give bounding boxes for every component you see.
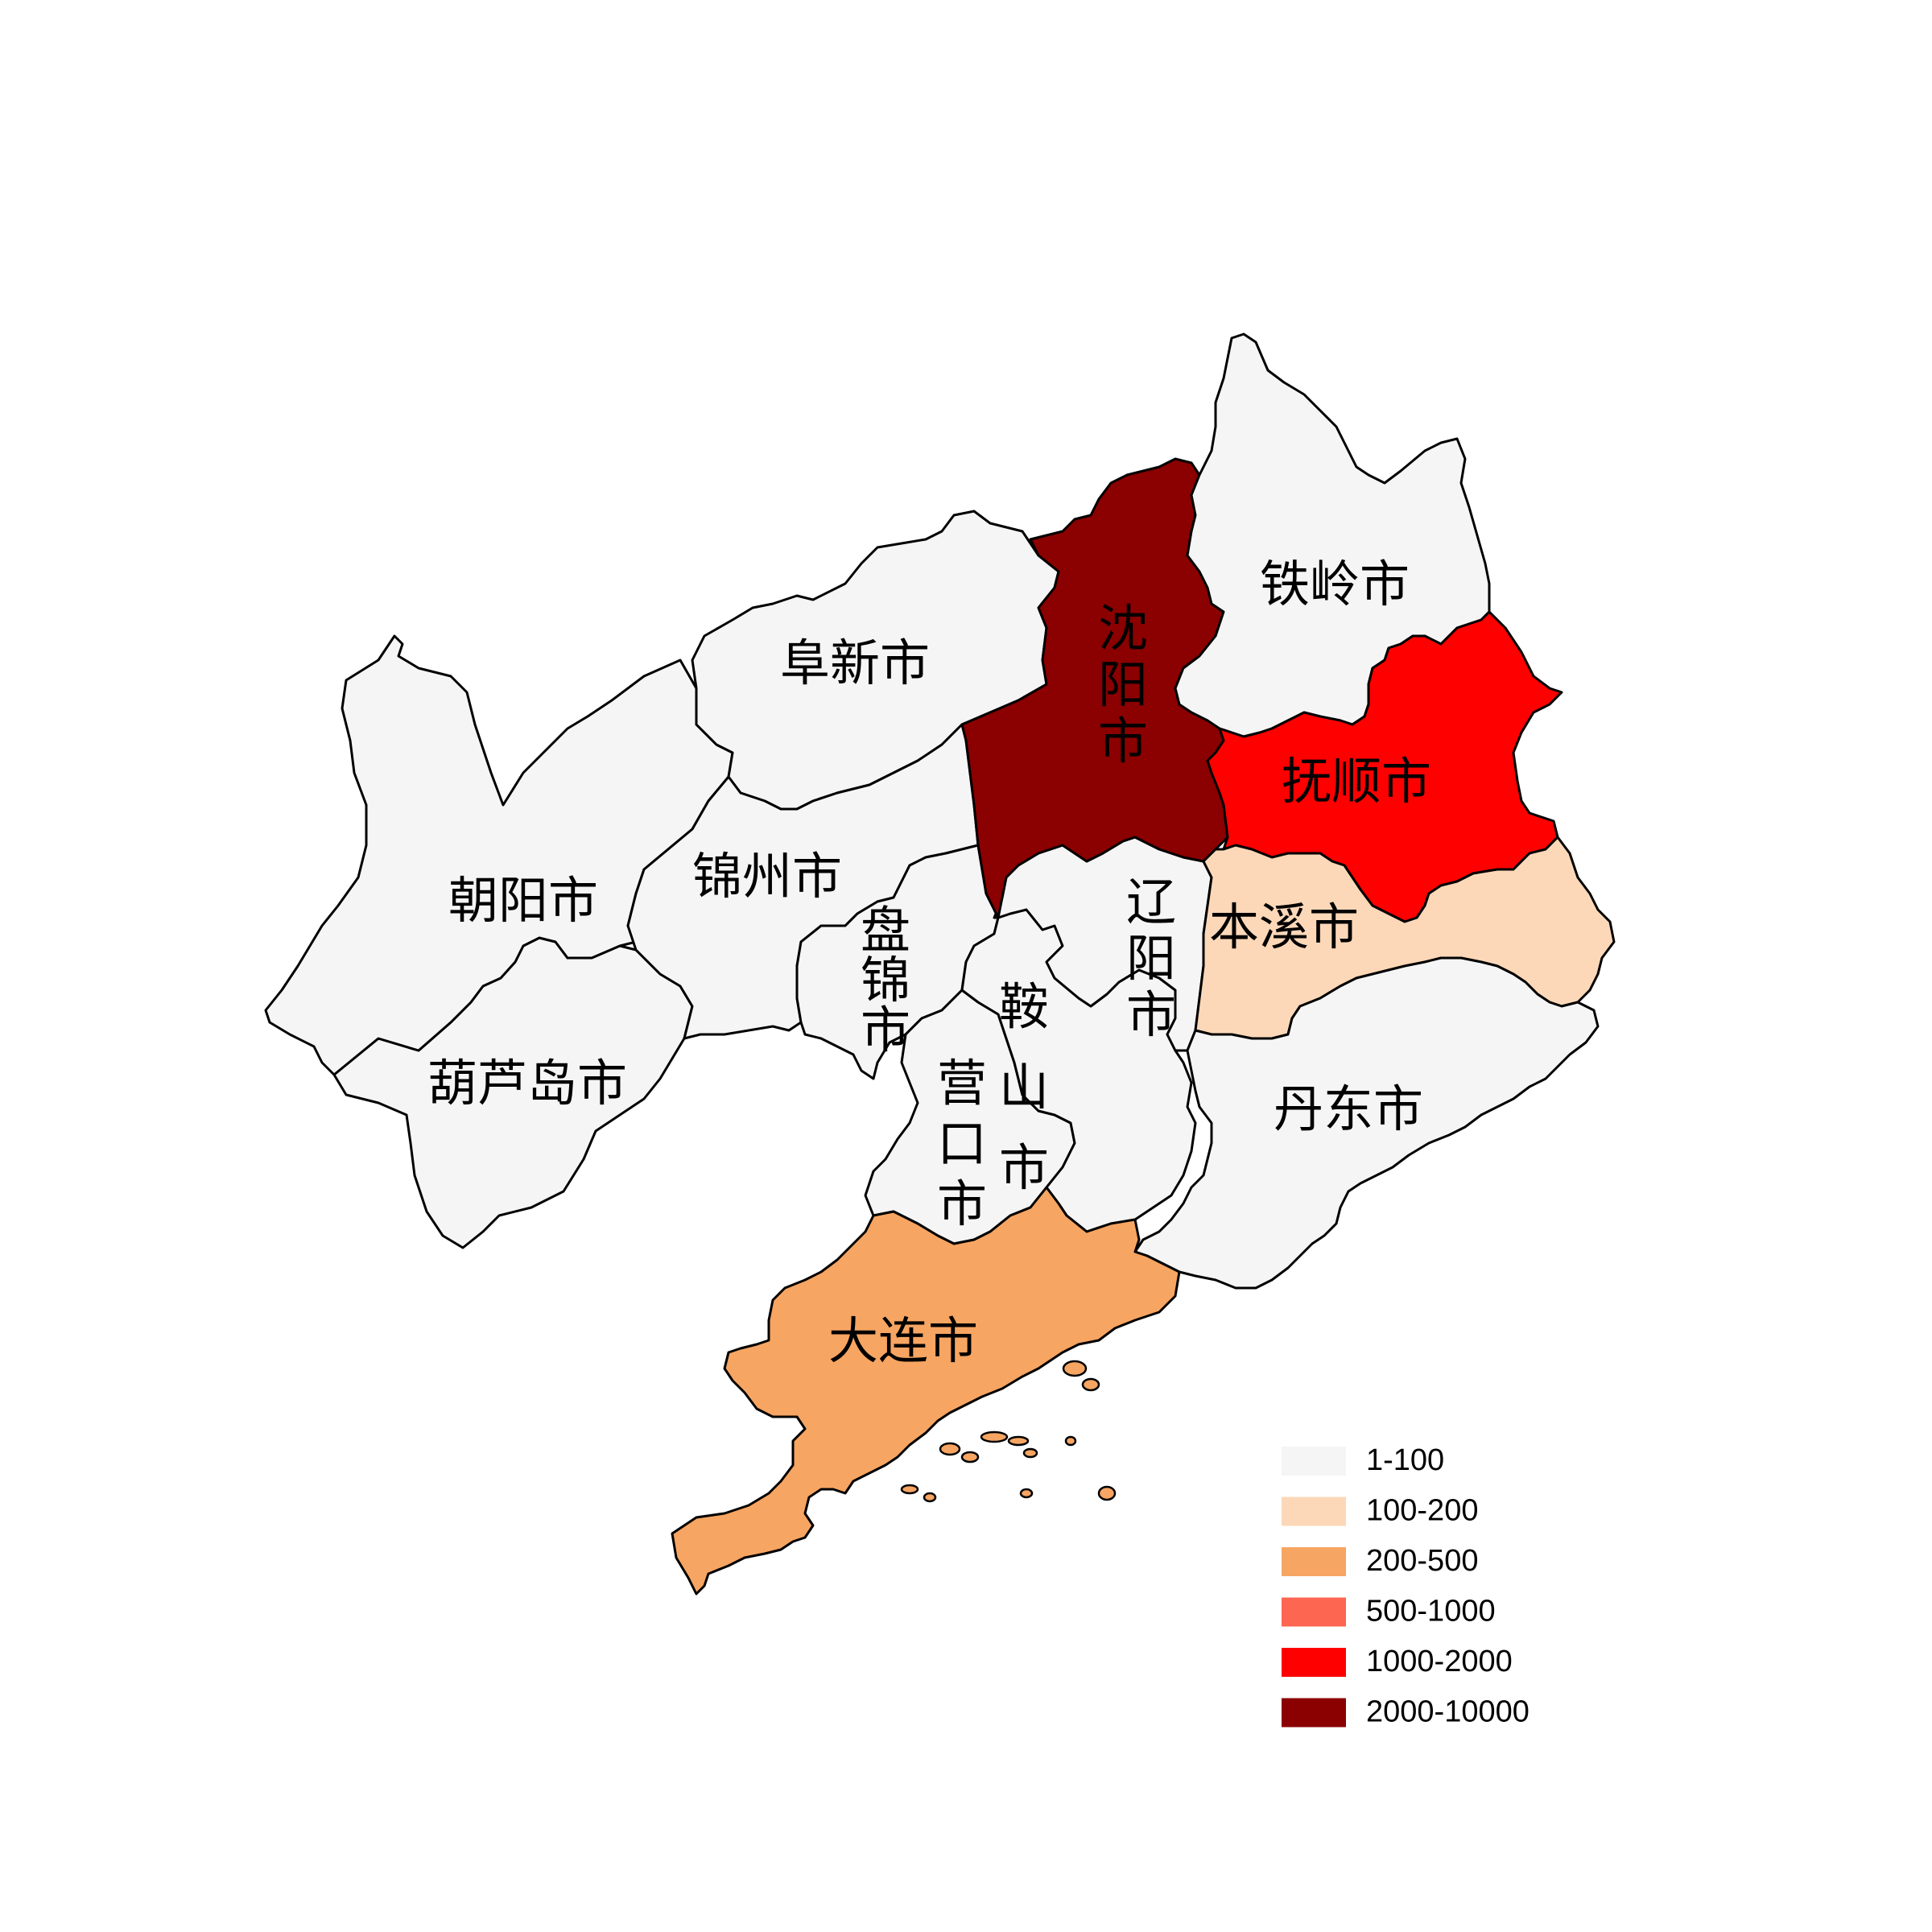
city-label-panjin: 盘锦市 (861, 901, 910, 1059)
legend-swatch (1282, 1698, 1346, 1728)
legend-label: 2000-10000 (1366, 1695, 1530, 1729)
city-label-chaoyang: 朝阳市 (448, 871, 598, 930)
island (980, 1430, 1009, 1443)
city-label-dalian: 大连市 (828, 1311, 978, 1370)
legend-item: 500-1000 (1282, 1595, 1496, 1629)
legend-label: 1000-2000 (1366, 1645, 1513, 1678)
legend-label: 100-200 (1366, 1494, 1478, 1528)
island (923, 1492, 937, 1503)
city-label-anshan: 鞍山市 (999, 977, 1049, 1197)
legend-swatch (1282, 1496, 1346, 1526)
island (1007, 1435, 1030, 1447)
legend-item: 200-500 (1282, 1544, 1478, 1578)
city-label-tieling: 铁岭市 (1260, 555, 1410, 613)
legend-item: 1000-2000 (1282, 1645, 1513, 1678)
map-labels: 铁岭市 阜新市 抚顺市 朝阳市 锦州市 本溪市 葫芦岛市 丹东市 大连市 沈阳市… (427, 555, 1431, 1370)
city-label-shenyang: 沈阳市 (1098, 599, 1148, 770)
legend-item: 1-100 (1282, 1443, 1444, 1477)
legend-swatch (1282, 1648, 1346, 1677)
island (1081, 1377, 1100, 1392)
island (939, 1442, 961, 1456)
region-chaoyang[interactable] (264, 634, 734, 1076)
region-dandong[interactable] (1133, 956, 1600, 1290)
city-label-fushun: 抚顺市 (1282, 752, 1431, 811)
legend-swatch (1282, 1447, 1346, 1476)
island (1062, 1360, 1088, 1377)
legend-item: 100-200 (1282, 1494, 1478, 1528)
legend-swatch (1282, 1547, 1346, 1576)
city-label-benxi: 本溪市 (1209, 898, 1359, 956)
city-label-liaoyang: 辽阳市 (1126, 873, 1176, 1044)
legend-label: 1-100 (1366, 1443, 1444, 1477)
island (900, 1484, 919, 1495)
island (1097, 1485, 1117, 1501)
legend-label: 200-500 (1366, 1544, 1478, 1578)
island (1019, 1488, 1034, 1499)
island (1022, 1447, 1038, 1459)
city-label-dandong: 丹东市 (1274, 1080, 1423, 1138)
city-label-fuxin: 阜新市 (780, 634, 930, 692)
island (960, 1451, 980, 1463)
legend-item: 2000-10000 (1282, 1695, 1530, 1729)
island (1064, 1435, 1077, 1447)
map-regions (264, 332, 1616, 1596)
legend: 1-100 100-200 200-500 500-1000 1000-2000 2000… (1282, 1443, 1530, 1729)
legend-label: 500-1000 (1366, 1595, 1496, 1629)
region-dalian[interactable] (671, 1186, 1181, 1596)
city-label-yingkou: 营口市 (937, 1054, 987, 1233)
legend-swatch (1282, 1597, 1346, 1627)
city-label-huludao: 葫芦岛市 (427, 1054, 627, 1113)
city-label-jinzhou: 锦州市 (692, 847, 842, 906)
dalian-islands (900, 1360, 1117, 1503)
